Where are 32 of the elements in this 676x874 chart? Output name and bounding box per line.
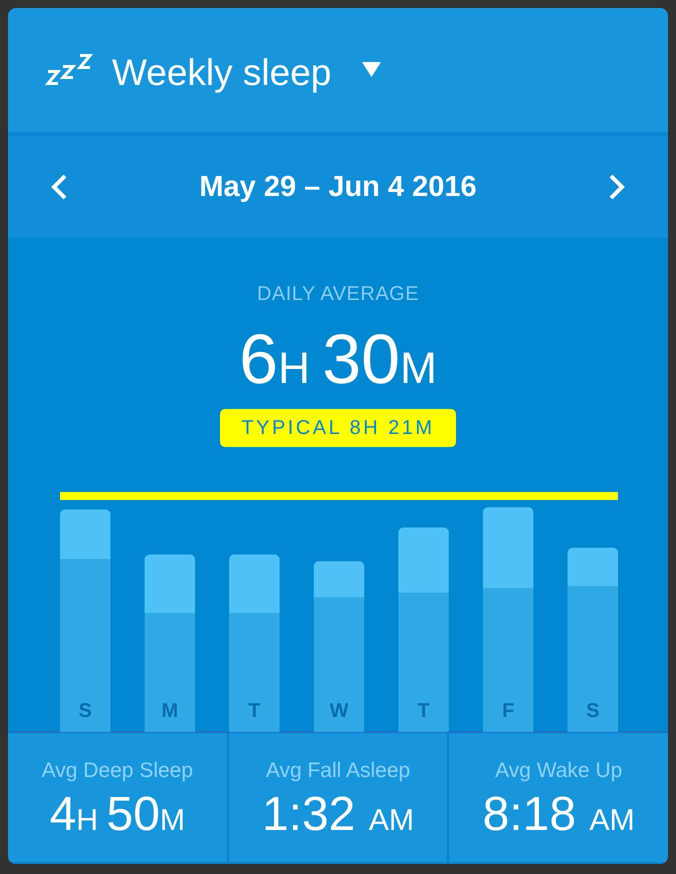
text: Avg Wake Up: [494, 759, 624, 782]
x-tick-label: W: [330, 700, 349, 722]
x-tick-label: F: [502, 700, 514, 722]
bar: [482, 507, 534, 588]
x-tick-label: S: [586, 700, 600, 722]
bar: [229, 612, 280, 732]
ref-line-label: TYPICAL 8H 21M: [220, 409, 456, 447]
bar: [314, 561, 364, 597]
bar: [398, 592, 449, 732]
x-tick-label: T: [417, 700, 430, 722]
bar: [482, 588, 534, 732]
bar: [144, 612, 196, 732]
text: Avg Fall Asleep: [264, 759, 412, 782]
bar: [144, 554, 196, 613]
bar: [60, 558, 110, 732]
bar: [568, 548, 618, 586]
bar: [229, 554, 280, 613]
text: 4H 50M: [50, 788, 186, 841]
bar: [60, 509, 110, 559]
text: 8:18 AM: [482, 788, 635, 841]
x-tick-label: M: [161, 700, 178, 722]
x-tick-label: S: [78, 700, 92, 722]
text: 1:32 AM: [262, 788, 414, 841]
chart-subtitle: May 29 – Jun 4 2016: [198, 171, 478, 204]
text: 6H 30M: [239, 320, 437, 398]
bar: [314, 597, 364, 732]
text: Avg Deep Sleep: [40, 759, 194, 782]
chart-title: Weekly sleep: [112, 52, 332, 94]
bar: [398, 527, 449, 592]
text: DAILY AVERAGE: [256, 283, 420, 306]
bar: [568, 586, 618, 732]
x-tick-label: T: [248, 700, 261, 722]
